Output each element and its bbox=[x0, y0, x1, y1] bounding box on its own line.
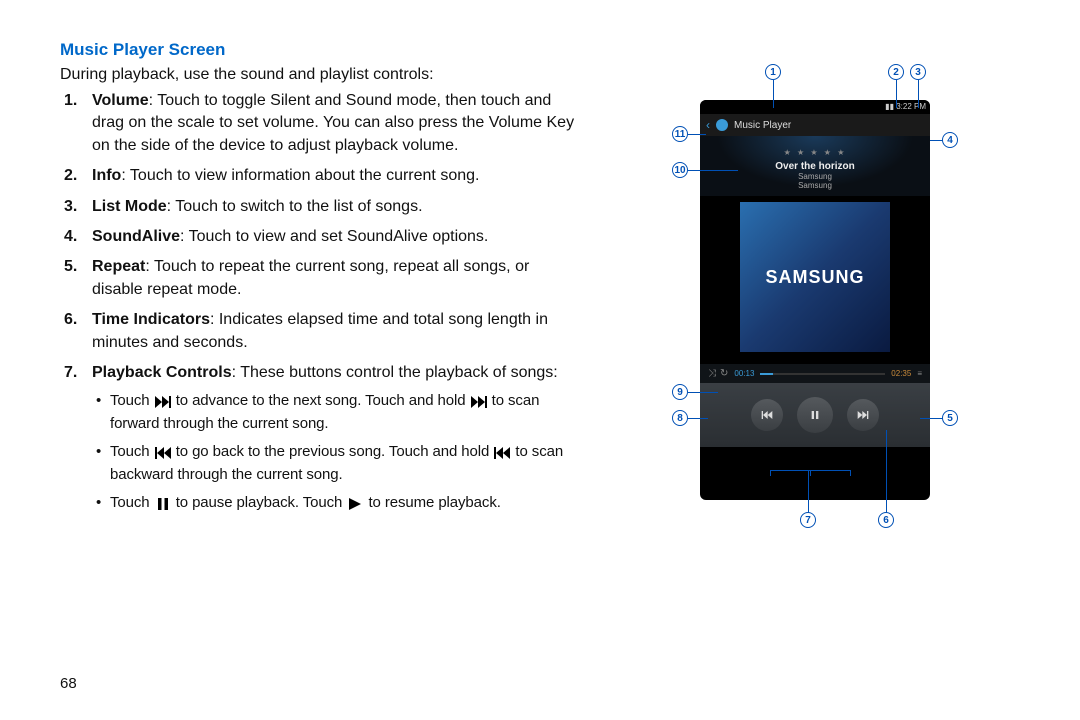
callout-6: 6 bbox=[878, 512, 894, 528]
callout-11: 11 bbox=[672, 126, 688, 142]
callout-5: 5 bbox=[942, 410, 958, 426]
play-icon bbox=[346, 496, 364, 510]
sub-prev: Touch to go back to the previous song. T… bbox=[110, 441, 580, 486]
signal-icon: ▮▮ bbox=[885, 102, 896, 111]
callout-1: 1 bbox=[765, 64, 781, 80]
soundalive-icon[interactable]: ≡ bbox=[917, 369, 922, 378]
song-info: ★ ★ ★ ★ ★ Over the horizon Samsung Samsu… bbox=[700, 136, 930, 196]
lead-line bbox=[896, 80, 897, 108]
section-heading: Music Player Screen bbox=[60, 40, 580, 60]
progress-row: ⤨ ↻ 00:13 02:35 ≡ bbox=[700, 364, 930, 383]
sub-next: Touch to advance to the next song. Touch… bbox=[110, 390, 580, 435]
pause-icon bbox=[154, 496, 172, 510]
callout-9: 9 bbox=[672, 384, 688, 400]
lead-line bbox=[773, 80, 774, 108]
lead-line bbox=[920, 418, 944, 419]
status-time: 3:22 PM bbox=[896, 102, 926, 111]
lead-line bbox=[808, 470, 809, 514]
prev-button[interactable] bbox=[751, 399, 783, 431]
item-volume: 1.Volume: Touch to toggle Silent and Sou… bbox=[92, 90, 580, 157]
callout-2: 2 bbox=[888, 64, 904, 80]
app-title-bar: ‹ Music Player bbox=[700, 114, 930, 136]
album-brand: SAMSUNG bbox=[765, 267, 864, 288]
app-title: Music Player bbox=[734, 120, 791, 131]
progress-icons: ⤨ ↻ bbox=[708, 368, 728, 379]
lead-line bbox=[688, 134, 706, 135]
figure-column: ▮▮ 3:22 PM ‹ Music Player ★ ★ ★ ★ ★ Over… bbox=[600, 40, 1030, 523]
feature-list: 1.Volume: Touch to toggle Silent and Sou… bbox=[60, 90, 580, 515]
item-list-mode: 3.List Mode: Touch to switch to the list… bbox=[92, 196, 580, 218]
lead-line bbox=[688, 392, 718, 393]
song-album: Samsung bbox=[704, 181, 926, 190]
rating-stars[interactable]: ★ ★ ★ ★ ★ bbox=[704, 148, 926, 157]
prev-track-icon bbox=[493, 445, 511, 459]
playback-sublist: Touch to advance to the next song. Touch… bbox=[92, 390, 580, 515]
intro-text: During playback, use the sound and playl… bbox=[60, 66, 580, 84]
text-column: Music Player Screen During playback, use… bbox=[60, 40, 600, 523]
callout-4: 4 bbox=[942, 132, 958, 148]
shuffle-icon[interactable]: ⤨ bbox=[708, 368, 716, 379]
callout-10: 10 bbox=[672, 162, 688, 178]
playback-controls bbox=[700, 383, 930, 447]
page-number: 68 bbox=[60, 675, 77, 692]
lead-line bbox=[688, 170, 738, 171]
repeat-icon[interactable]: ↻ bbox=[720, 368, 728, 379]
callout-3: 3 bbox=[910, 64, 926, 80]
item-time-indicators: 6.Time Indicators: Indicates elapsed tim… bbox=[92, 309, 580, 354]
item-playback-controls: 7.Playback Controls: These buttons contr… bbox=[92, 362, 580, 515]
next-track-icon bbox=[154, 394, 172, 408]
prev-track-icon bbox=[154, 445, 172, 459]
item-info: 2.Info: Touch to view information about … bbox=[92, 165, 580, 187]
item-repeat: 5.Repeat: Touch to repeat the current so… bbox=[92, 256, 580, 301]
app-icon bbox=[716, 119, 728, 131]
sub-pause: Touch to pause playback. Touch to resume… bbox=[110, 492, 580, 515]
album-art: SAMSUNG bbox=[740, 202, 890, 352]
pause-button[interactable] bbox=[797, 397, 833, 433]
lead-line bbox=[810, 470, 811, 476]
phone-mockup: ▮▮ 3:22 PM ‹ Music Player ★ ★ ★ ★ ★ Over… bbox=[700, 100, 930, 500]
lead-line bbox=[850, 470, 851, 476]
manual-page: Music Player Screen During playback, use… bbox=[0, 0, 1080, 543]
callout-8: 8 bbox=[672, 410, 688, 426]
progress-bar[interactable] bbox=[760, 373, 885, 375]
callout-7: 7 bbox=[800, 512, 816, 528]
elapsed-time: 00:13 bbox=[734, 369, 754, 378]
back-icon[interactable]: ‹ bbox=[706, 118, 710, 132]
next-button[interactable] bbox=[847, 399, 879, 431]
song-artist: Samsung bbox=[704, 172, 926, 181]
total-time: 02:35 bbox=[891, 369, 911, 378]
next-track-icon bbox=[470, 394, 488, 408]
item-soundalive: 4.SoundAlive: Touch to view and set Soun… bbox=[92, 226, 580, 248]
lead-line bbox=[918, 80, 919, 108]
lead-line bbox=[688, 418, 708, 419]
lead-line bbox=[886, 430, 887, 514]
lead-line bbox=[770, 470, 771, 476]
